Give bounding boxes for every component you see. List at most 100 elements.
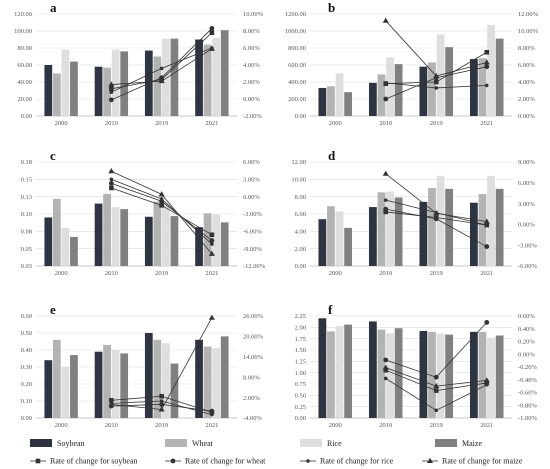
rate-point xyxy=(483,377,490,383)
rate-point xyxy=(484,83,489,88)
legend-label: Soybean xyxy=(57,439,85,448)
bar-wheat xyxy=(478,331,487,418)
rate-point xyxy=(209,408,215,414)
rate-point xyxy=(383,376,388,381)
bar-wheat xyxy=(428,62,436,116)
x-tick-label: 2010 xyxy=(105,422,118,429)
rate-point xyxy=(484,244,490,249)
rate-point xyxy=(109,86,114,92)
legend-label: Wheat xyxy=(192,439,214,448)
bar-wheat xyxy=(428,331,436,418)
panel-label: c xyxy=(50,148,56,163)
bar-soybean xyxy=(419,330,428,418)
y2-tick-label: -6.00% xyxy=(243,229,263,236)
bar-rice xyxy=(162,343,170,418)
y2-tick-label: -9.00% xyxy=(243,246,263,253)
panel-c: c 0.03 0.05 0.08 0.10 0.13 0.15 0.18 -12.00% -9.0… xyxy=(21,148,266,277)
rate-point xyxy=(159,393,164,399)
rate-point xyxy=(382,170,389,176)
rate-point xyxy=(208,314,215,320)
bar-wheat xyxy=(377,74,386,116)
bar-wheat xyxy=(203,346,212,418)
y-tick-label: 100.00 xyxy=(14,28,32,35)
rate-point xyxy=(209,238,215,243)
rate-point xyxy=(433,382,440,389)
y-tick-label: 20.00 xyxy=(17,96,32,103)
rate-point xyxy=(108,81,115,87)
bar-soybean xyxy=(44,360,53,418)
x-tick-label: 2000 xyxy=(329,270,342,277)
bar-maize xyxy=(120,353,129,418)
y2-tick-label: 14.00% xyxy=(243,354,264,361)
rate-point xyxy=(159,402,165,407)
y2-tick-label: -0.40% xyxy=(518,377,538,384)
rate-point xyxy=(484,64,490,70)
rate-point xyxy=(109,90,114,94)
y-tick-label: 1.75 xyxy=(295,336,306,343)
y2-tick-label: 6.00% xyxy=(243,45,260,52)
y2-tick-label: 4.00% xyxy=(243,62,260,69)
y2-tick-label: 0.00% xyxy=(243,194,260,201)
bar-soybean xyxy=(195,339,203,418)
y-tick-label: 0.13 xyxy=(21,194,32,201)
rate-point xyxy=(433,216,439,222)
bar-rice xyxy=(162,38,170,116)
x-tick-label: 2019 xyxy=(430,270,443,277)
y-tick-label: 0.25 xyxy=(295,404,306,411)
bar-soybean xyxy=(144,333,153,418)
rate-point xyxy=(108,168,115,174)
rate-point xyxy=(383,198,388,202)
y2-tick-label: 20.00% xyxy=(243,334,264,341)
rate-point xyxy=(383,209,389,215)
y-tick-label: 0.00 xyxy=(295,415,306,422)
bar-wheat xyxy=(203,213,212,266)
rate-point xyxy=(159,203,164,208)
x-tick-label: 2019 xyxy=(155,120,168,127)
bar-wheat xyxy=(327,86,335,116)
x-tick-label: 2010 xyxy=(105,270,118,277)
legend-label: Maize xyxy=(462,439,482,448)
y2-tick-label: 6.00% xyxy=(243,159,260,166)
bar-rice xyxy=(212,214,221,266)
x-tick-label: 2000 xyxy=(329,120,342,127)
rate-point xyxy=(159,66,164,71)
y2-tick-label: -2.00% xyxy=(243,113,263,120)
legend-marker xyxy=(306,459,310,463)
bar-rice xyxy=(487,25,495,116)
panel-d: d 0.00 2.00 4.00 6.00 8.00 10.00 12.00 -6.00% -3.… xyxy=(291,148,537,277)
bar-soybean xyxy=(318,318,327,418)
legend-swatch xyxy=(300,439,322,447)
y2-tick-label: 0.60% xyxy=(518,313,535,320)
y2-tick-label: -4.00% xyxy=(243,415,263,422)
y-tick-label: 1200.00 xyxy=(285,11,306,18)
bar-rice xyxy=(162,203,170,266)
y2-tick-label: -0.80% xyxy=(518,402,538,409)
y2-tick-label: 10.00% xyxy=(518,28,539,35)
panel-label: a xyxy=(50,0,57,15)
y2-tick-label: -3.00% xyxy=(243,211,263,218)
rate-point xyxy=(433,72,440,79)
y2-tick-label: 12.00% xyxy=(518,11,539,18)
bar-soybean xyxy=(368,207,377,266)
y-tick-label: 0.00 xyxy=(295,113,306,120)
rate-point xyxy=(383,96,389,102)
bar-rice xyxy=(386,333,394,418)
y2-tick-label: 0.00% xyxy=(518,351,535,358)
panel-b: b 0.00 200.00 400.00 600.00 800.00 1000.00 1200… xyxy=(285,0,539,127)
rate-point xyxy=(433,79,439,85)
bar-rice xyxy=(212,348,221,418)
bar-maize xyxy=(344,92,353,116)
bar-rice xyxy=(487,175,495,266)
bar-maize xyxy=(344,324,353,418)
bar-wheat xyxy=(153,56,162,116)
bar-maize xyxy=(170,216,179,266)
bar-maize xyxy=(445,188,454,266)
rate-point xyxy=(382,17,389,23)
y2-tick-label: 3.00% xyxy=(243,177,260,184)
rate-point xyxy=(484,319,490,325)
rate-point xyxy=(484,383,489,387)
y2-tick-label: 2.00% xyxy=(243,395,260,402)
rate-point xyxy=(109,177,114,182)
rate-point xyxy=(210,242,214,246)
